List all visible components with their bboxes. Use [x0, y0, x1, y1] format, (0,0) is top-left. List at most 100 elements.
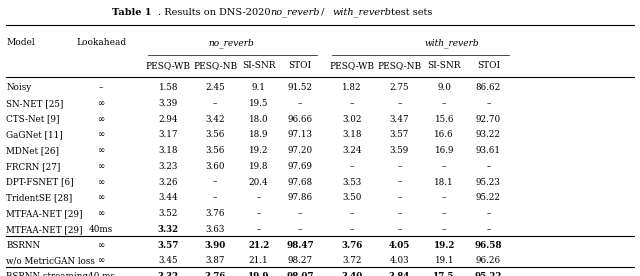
Text: ∞: ∞ [97, 209, 105, 218]
Text: 3.42: 3.42 [205, 115, 225, 124]
Text: 3.57: 3.57 [157, 241, 179, 250]
Text: 3.44: 3.44 [159, 193, 178, 202]
Text: 3.32: 3.32 [157, 225, 179, 234]
Text: SI-SNR: SI-SNR [242, 61, 275, 70]
Text: 3.26: 3.26 [159, 178, 178, 187]
Text: –: – [350, 162, 354, 171]
Text: 3.57: 3.57 [390, 131, 409, 139]
Text: –: – [486, 99, 490, 108]
Text: Model: Model [6, 38, 35, 47]
Text: 19.5: 19.5 [249, 99, 268, 108]
Text: –: – [257, 209, 260, 218]
Text: 19.2: 19.2 [249, 146, 268, 155]
Text: –: – [298, 225, 302, 234]
Text: 3.63: 3.63 [205, 225, 225, 234]
Text: 93.61: 93.61 [476, 146, 501, 155]
Text: PESQ-NB: PESQ-NB [378, 61, 421, 70]
Text: –: – [486, 209, 490, 218]
Text: with_reverb: with_reverb [332, 7, 391, 17]
Text: 18.9: 18.9 [249, 131, 268, 139]
Text: 3.18: 3.18 [159, 146, 178, 155]
Text: –: – [213, 193, 217, 202]
Text: 3.76: 3.76 [341, 241, 363, 250]
Text: –: – [257, 225, 260, 234]
Text: 17.5: 17.5 [433, 272, 455, 276]
Text: 93.22: 93.22 [476, 131, 501, 139]
Text: 3.23: 3.23 [159, 162, 178, 171]
Text: –: – [397, 193, 401, 202]
Text: 3.40: 3.40 [341, 272, 363, 276]
Text: 95.22: 95.22 [475, 272, 502, 276]
Text: 3.76: 3.76 [204, 272, 226, 276]
Text: TridentSE [28]: TridentSE [28] [6, 193, 73, 202]
Text: MTFAA-NET [29]: MTFAA-NET [29] [6, 225, 83, 234]
Text: 19.1: 19.1 [435, 256, 454, 265]
Text: 21.1: 21.1 [249, 256, 268, 265]
Text: Lookahead: Lookahead [76, 38, 126, 47]
Text: 3.87: 3.87 [205, 256, 225, 265]
Text: MDNet [26]: MDNet [26] [6, 146, 60, 155]
Text: 98.27: 98.27 [287, 256, 313, 265]
Text: ∞: ∞ [97, 99, 105, 108]
Text: –: – [397, 209, 401, 218]
Text: Table 1: Table 1 [112, 8, 152, 17]
Text: 1.58: 1.58 [159, 83, 178, 92]
Text: no_reverb: no_reverb [209, 38, 255, 48]
Text: –: – [397, 99, 401, 108]
Text: 3.56: 3.56 [205, 146, 225, 155]
Text: –: – [442, 193, 446, 202]
Text: –: – [298, 99, 302, 108]
Text: –: – [397, 162, 401, 171]
Text: test sets: test sets [388, 8, 433, 17]
Text: –: – [442, 225, 446, 234]
Text: FRCRN [27]: FRCRN [27] [6, 162, 61, 171]
Text: 3.45: 3.45 [159, 256, 178, 265]
Text: no_reverb: no_reverb [270, 7, 319, 17]
Text: 21.2: 21.2 [248, 241, 269, 250]
Text: 96.26: 96.26 [476, 256, 501, 265]
Text: 3.56: 3.56 [205, 131, 225, 139]
Text: 3.39: 3.39 [159, 99, 178, 108]
Text: 20.4: 20.4 [249, 178, 268, 187]
Text: –: – [99, 83, 103, 92]
Text: 3.18: 3.18 [342, 131, 362, 139]
Text: 3.17: 3.17 [159, 131, 178, 139]
Text: PESQ-NB: PESQ-NB [193, 61, 237, 70]
Text: 3.72: 3.72 [342, 256, 362, 265]
Text: 16.6: 16.6 [435, 131, 454, 139]
Text: /: / [318, 8, 328, 17]
Text: 2.75: 2.75 [390, 83, 409, 92]
Text: ∞: ∞ [97, 256, 105, 265]
Text: 97.68: 97.68 [287, 178, 313, 187]
Text: ∞: ∞ [97, 115, 105, 124]
Text: –: – [442, 99, 446, 108]
Text: 86.62: 86.62 [476, 83, 501, 92]
Text: 4.03: 4.03 [390, 256, 409, 265]
Text: STOI: STOI [289, 61, 312, 70]
Text: 40 ms: 40 ms [88, 272, 115, 276]
Text: SN-NET [25]: SN-NET [25] [6, 99, 64, 108]
Text: ∞: ∞ [97, 193, 105, 202]
Text: –: – [213, 99, 217, 108]
Text: 98.47: 98.47 [286, 241, 314, 250]
Text: w/o MetricGAN loss: w/o MetricGAN loss [6, 256, 95, 265]
Text: 96.66: 96.66 [287, 115, 313, 124]
Text: 3.47: 3.47 [390, 115, 409, 124]
Text: 97.69: 97.69 [287, 162, 313, 171]
Text: 15.6: 15.6 [435, 115, 454, 124]
Text: PESQ-WB: PESQ-WB [330, 61, 374, 70]
Text: ∞: ∞ [97, 162, 105, 171]
Text: –: – [486, 225, 490, 234]
Text: 92.70: 92.70 [476, 115, 501, 124]
Text: 40ms: 40ms [89, 225, 113, 234]
Text: 3.52: 3.52 [159, 209, 178, 218]
Text: . Results on DNS-2020: . Results on DNS-2020 [158, 8, 274, 17]
Text: 3.50: 3.50 [342, 193, 362, 202]
Text: 18.0: 18.0 [249, 115, 268, 124]
Text: 97.86: 97.86 [287, 193, 313, 202]
Text: STOI: STOI [477, 61, 500, 70]
Text: 19.9: 19.9 [248, 272, 269, 276]
Text: GaGNet [11]: GaGNet [11] [6, 131, 63, 139]
Text: –: – [350, 225, 354, 234]
Text: 91.52: 91.52 [287, 83, 313, 92]
